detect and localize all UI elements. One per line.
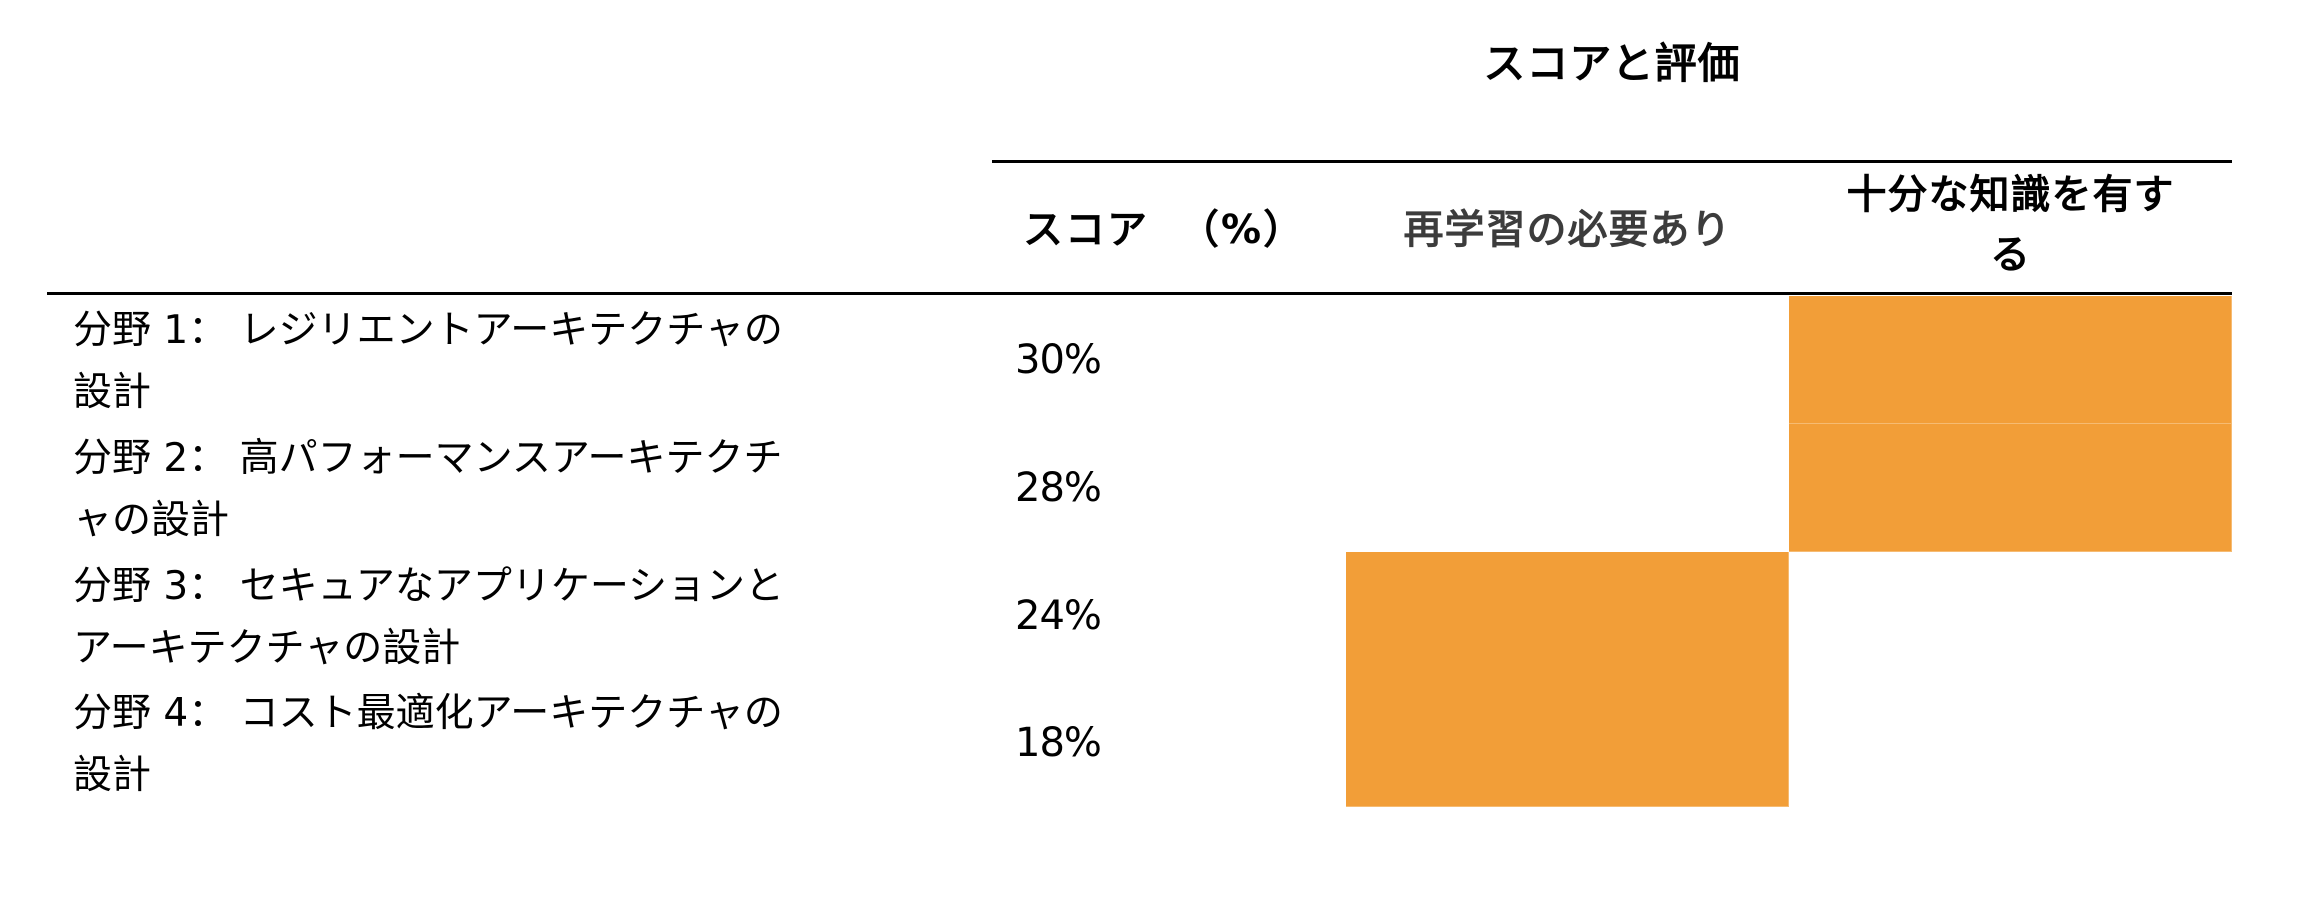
relearn-cell [1346, 679, 1789, 807]
table-row: 分野 4： コスト最適化アーキテクチャの 設計 18% [0, 679, 2302, 807]
row-label: 分野 4： コスト最適化アーキテクチャの 設計 [73, 683, 973, 807]
header-top-rule [992, 160, 2232, 163]
row-label-line: 設計 [73, 370, 152, 415]
row-label-line: アーキテクチャの設計 [73, 626, 461, 671]
row-label-line: 分野 4： コスト最適化アーキテクチャの [73, 691, 783, 736]
table-row: 分野 1： レジリエントアーキテクチャの 設計 30% [0, 296, 2302, 424]
relearn-cell [1346, 424, 1789, 552]
header-bottom-rule [47, 292, 2232, 295]
sufficient-cell [1789, 424, 2232, 552]
row-score: 28% [1015, 465, 1102, 511]
row-score: 18% [1015, 720, 1102, 766]
column-header-relearn: 再学習の必要あり [1403, 207, 1732, 253]
sufficient-cell [1789, 296, 2232, 424]
row-label-line: 分野 2： 高パフォーマンスアーキテクチ [73, 436, 783, 481]
relearn-cell [1346, 552, 1789, 680]
table-row: 分野 2： 高パフォーマンスアーキテクチ ャの設計 28% [0, 424, 2302, 552]
row-label-line: ャの設計 [73, 498, 230, 543]
row-label: 分野 3： セキュアなアプリケーションと アーキテクチャの設計 [73, 556, 973, 680]
column-header-sufficient-line-1: 十分な知識を有す [1846, 172, 2175, 218]
column-header-score-label: スコア [1023, 207, 1149, 253]
row-label: 分野 2： 高パフォーマンスアーキテクチ ャの設計 [73, 428, 973, 552]
relearn-cell [1346, 296, 1789, 424]
sufficient-cell [1789, 552, 2232, 680]
column-header-score-unit: （%） [1179, 207, 1306, 253]
row-label: 分野 1： レジリエントアーキテクチャの 設計 [73, 300, 973, 424]
table-row: 分野 3： セキュアなアプリケーションと アーキテクチャの設計 24% [0, 552, 2302, 680]
table-title: スコアと評価 [1483, 39, 1741, 88]
sufficient-cell [1789, 679, 2232, 807]
row-label-line: 分野 3： セキュアなアプリケーションと [73, 564, 785, 609]
row-score: 30% [1015, 337, 1102, 383]
row-score: 24% [1015, 593, 1102, 639]
row-label-line: 設計 [73, 753, 152, 798]
row-label-line: 分野 1： レジリエントアーキテクチャの [73, 308, 783, 353]
column-header-sufficient-line-2: る [1990, 232, 2031, 278]
column-header-score: スコア （%） [1023, 198, 1305, 262]
column-header-sufficient: 十分な知識を有す る [1789, 165, 2232, 285]
